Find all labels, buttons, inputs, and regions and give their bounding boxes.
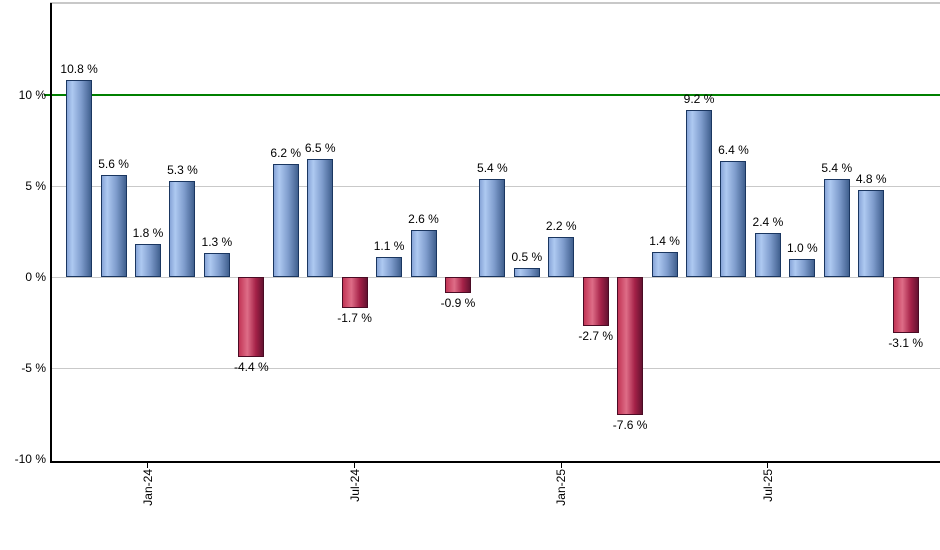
y-axis-tick-label: 0 % bbox=[25, 270, 46, 284]
bar-positive bbox=[479, 178, 506, 277]
bar-positive bbox=[651, 251, 678, 277]
bar-negative bbox=[892, 277, 919, 334]
bar-value-label: 1.1 % bbox=[373, 238, 405, 253]
bar-positive bbox=[307, 158, 334, 277]
bar-positive bbox=[169, 180, 196, 277]
y-axis-tick-label: -10 % bbox=[14, 452, 46, 466]
bar-value-label: 10.8 % bbox=[60, 62, 98, 77]
y-axis-line bbox=[50, 3, 52, 463]
bar-value-label: -2.7 % bbox=[578, 329, 614, 344]
bar-value-label: 5.4 % bbox=[821, 160, 853, 175]
bar-value-label: 5.3 % bbox=[167, 162, 198, 177]
y-axis-tick-label: -5 % bbox=[21, 361, 46, 375]
bar-negative bbox=[444, 277, 471, 294]
bar-value-label: -0.9 % bbox=[440, 296, 476, 311]
bar-value-label: 6.4 % bbox=[718, 142, 749, 157]
x-axis-tick-mark bbox=[560, 463, 562, 468]
y-axis-tick-label: 10 % bbox=[18, 88, 46, 102]
bar-positive bbox=[720, 160, 747, 277]
x-axis-tick-label: Jan-25 bbox=[554, 469, 569, 506]
bar-positive bbox=[754, 233, 781, 277]
bar-negative bbox=[582, 277, 609, 327]
bar-positive bbox=[203, 253, 230, 277]
bar-positive bbox=[789, 258, 816, 277]
bar-positive bbox=[100, 175, 127, 277]
bar-value-label: -3.1 % bbox=[888, 336, 923, 351]
bar-value-label: 1.8 % bbox=[132, 226, 164, 241]
bar-value-label: 0.5 % bbox=[511, 249, 543, 264]
bar-positive bbox=[272, 164, 299, 277]
bar-value-label: 2.6 % bbox=[408, 211, 439, 226]
bar-positive bbox=[858, 189, 885, 277]
bar-negative bbox=[238, 277, 265, 358]
gridline bbox=[52, 367, 940, 369]
y-axis-tick-label: 5 % bbox=[25, 179, 46, 193]
bar-value-label: 1.0 % bbox=[786, 240, 818, 255]
x-axis-tick-mark bbox=[147, 463, 149, 468]
bar-negative bbox=[617, 277, 644, 416]
bar-value-label: 1.4 % bbox=[649, 233, 680, 248]
x-axis-tick-mark bbox=[354, 463, 356, 468]
bar-positive bbox=[548, 236, 575, 277]
bar-positive bbox=[376, 256, 403, 277]
bar-value-label: -4.4 % bbox=[233, 360, 269, 375]
bar-value-label: -7.6 % bbox=[612, 418, 648, 433]
bar-positive bbox=[823, 178, 850, 277]
bar-value-label: 6.5 % bbox=[304, 140, 336, 155]
bar-negative bbox=[341, 277, 368, 308]
bar-positive bbox=[513, 267, 540, 277]
bar-value-label: -1.7 % bbox=[337, 310, 372, 325]
bar-value-label: 2.2 % bbox=[545, 218, 577, 233]
bar-value-label: 9.2 % bbox=[683, 91, 715, 106]
bar-value-label: 2.4 % bbox=[752, 215, 784, 230]
x-axis-line bbox=[50, 461, 940, 463]
x-axis-tick-label: Jul-25 bbox=[760, 469, 775, 502]
x-axis-tick-label: Jan-24 bbox=[140, 469, 155, 506]
x-axis-tick-label: Jul-24 bbox=[347, 469, 362, 502]
gridline bbox=[52, 276, 940, 278]
bar-positive bbox=[686, 109, 713, 277]
bar-value-label: 1.3 % bbox=[201, 235, 233, 250]
reference-line bbox=[44, 94, 940, 96]
bar-value-label: 6.2 % bbox=[270, 146, 302, 161]
bar-positive bbox=[410, 229, 437, 277]
bar-value-label: 4.8 % bbox=[855, 171, 887, 186]
x-axis-tick-mark bbox=[767, 463, 769, 468]
bar-positive bbox=[66, 80, 93, 277]
bar-value-label: 5.6 % bbox=[98, 157, 129, 172]
bar-positive bbox=[134, 244, 161, 277]
bar-value-label: 5.4 % bbox=[477, 160, 508, 175]
plot-top-border bbox=[50, 2, 940, 4]
